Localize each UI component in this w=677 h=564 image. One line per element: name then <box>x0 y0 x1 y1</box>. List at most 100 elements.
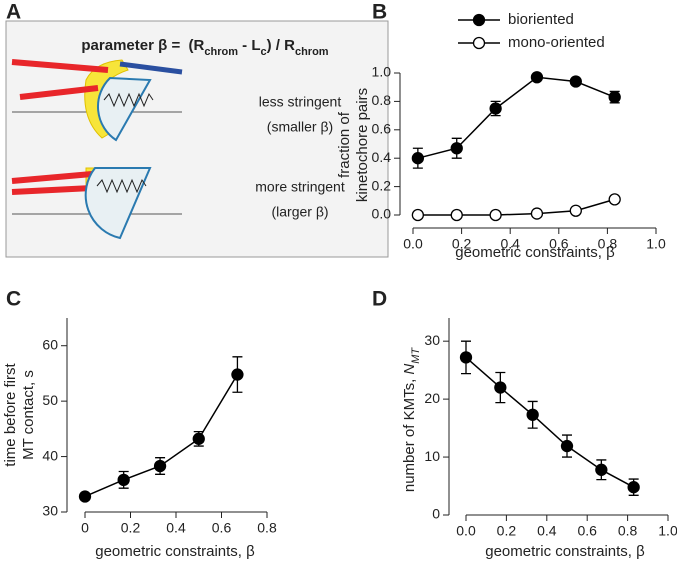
formula-lead: parameter β <box>81 37 167 54</box>
y-tick-label: 60 <box>42 336 58 352</box>
y-axis-label-sub: MT <box>410 347 422 364</box>
x-tick-label: 0.4 <box>166 520 186 536</box>
series-line <box>417 198 615 216</box>
x-axis-label: geometric constraints, β <box>455 244 615 261</box>
y-axis-label-text: number of KMTs, <box>401 375 418 493</box>
y-tick-label: 0.8 <box>372 92 392 108</box>
panel-label: C <box>6 288 21 311</box>
condition-label: (larger β) <box>271 204 328 220</box>
x-axis-label: geometric constraints, β <box>95 543 255 560</box>
x-tick-label: 1.0 <box>646 236 666 252</box>
y-tick-label: 30 <box>42 503 58 519</box>
marker <box>153 459 167 473</box>
microtubule <box>119 61 183 75</box>
formula-part: ) / R <box>267 37 295 54</box>
y-axis-label-line: time before first <box>2 362 19 466</box>
legend-marker <box>472 13 486 27</box>
series-line <box>417 76 615 159</box>
x-tick-label: 0.0 <box>456 523 476 539</box>
marker <box>450 142 463 155</box>
y-axis-label-var: N <box>401 364 418 375</box>
marker <box>78 490 92 503</box>
marker <box>489 102 502 115</box>
x-tick-label: 0.8 <box>618 523 638 539</box>
y-axis-label-line: fraction of <box>336 111 353 178</box>
x-tick-label: 0.2 <box>121 520 141 536</box>
x-tick-label: 0.4 <box>537 523 557 539</box>
microtubule <box>11 59 109 73</box>
microtubule <box>19 85 99 100</box>
y-axis-label-line: MT contact, s <box>20 370 37 460</box>
marker <box>595 463 608 476</box>
x-tick-label: 0.8 <box>598 236 618 252</box>
marker <box>627 481 640 494</box>
y-tick-label: 40 <box>42 447 58 463</box>
formula-sub: chrom <box>295 46 329 58</box>
x-tick-label: 0 <box>81 520 89 536</box>
microtubule <box>11 185 93 195</box>
formula-sub: c <box>261 46 267 58</box>
marker <box>489 208 502 222</box>
formula-part: (R <box>189 37 205 54</box>
x-axis-label: geometric constraints, β <box>485 543 645 560</box>
marker <box>117 473 130 487</box>
legend-label: bioriented <box>508 11 574 28</box>
x-tick-label: 0.6 <box>549 236 569 252</box>
formula-eq: = <box>171 37 180 54</box>
y-tick-label: 0.2 <box>372 177 392 193</box>
spring <box>103 92 154 108</box>
x-tick-label: 0.4 <box>500 236 520 252</box>
x-tick-label: 0.2 <box>497 523 517 539</box>
y-axis-label: fraction ofkinetochore pairs <box>336 88 371 202</box>
marker <box>526 408 539 421</box>
marker <box>560 439 574 453</box>
y-tick-label: 10 <box>424 448 440 464</box>
y-tick-label: 0 <box>432 506 440 522</box>
panel-label: A <box>6 1 21 24</box>
y-tick-label: 30 <box>424 332 440 348</box>
x-tick-label: 0.0 <box>403 236 423 252</box>
y-tick-label: 0.4 <box>372 149 392 165</box>
condition-label: (smaller β) <box>267 119 333 135</box>
marker <box>192 432 205 445</box>
condition-label: less stringent <box>259 94 342 110</box>
y-tick-label: 1.0 <box>372 64 392 80</box>
series-line <box>465 356 635 488</box>
chromosome <box>97 76 152 142</box>
y-tick-label: 0.0 <box>372 206 392 222</box>
marker <box>608 90 621 104</box>
spring <box>96 178 147 194</box>
marker <box>569 75 582 88</box>
legend-marker <box>472 36 486 50</box>
x-tick-label: 0.6 <box>212 520 232 536</box>
panel-box <box>5 20 389 258</box>
microtubule <box>11 171 93 184</box>
marker <box>231 368 244 381</box>
marker <box>530 207 544 220</box>
x-tick-label: 0.8 <box>257 520 277 536</box>
marker <box>411 208 425 222</box>
x-tick-label: 0.6 <box>577 523 597 539</box>
y-axis-label: number of KMTs, NMT <box>401 347 422 493</box>
y-tick-label: 20 <box>424 390 440 406</box>
series-line <box>84 374 239 498</box>
legend-label: mono-oriented <box>508 34 605 51</box>
condition-label: more stringent <box>255 179 345 195</box>
y-tick-label: 50 <box>42 392 58 408</box>
formula: parameter β = (Rchrom - Lc) / Rchrom <box>81 37 328 58</box>
panel-a: A parameter β = (Rchrom - Lc) / Rchrom l… <box>5 1 389 258</box>
formula-sub: chrom <box>204 46 238 58</box>
x-tick-label: 0.2 <box>452 236 472 252</box>
formula-part: - L <box>238 37 261 54</box>
panel-label: B <box>372 1 387 24</box>
x-tick-label: 1.0 <box>658 523 677 539</box>
marker <box>411 152 425 165</box>
panel-label: D <box>372 288 387 311</box>
y-axis-label-line: kinetochore pairs <box>354 88 371 202</box>
marker <box>608 193 621 206</box>
marker <box>494 381 507 394</box>
y-axis-label: time before firstMT contact, s <box>2 362 37 466</box>
marker <box>450 208 463 222</box>
marker <box>459 351 473 364</box>
